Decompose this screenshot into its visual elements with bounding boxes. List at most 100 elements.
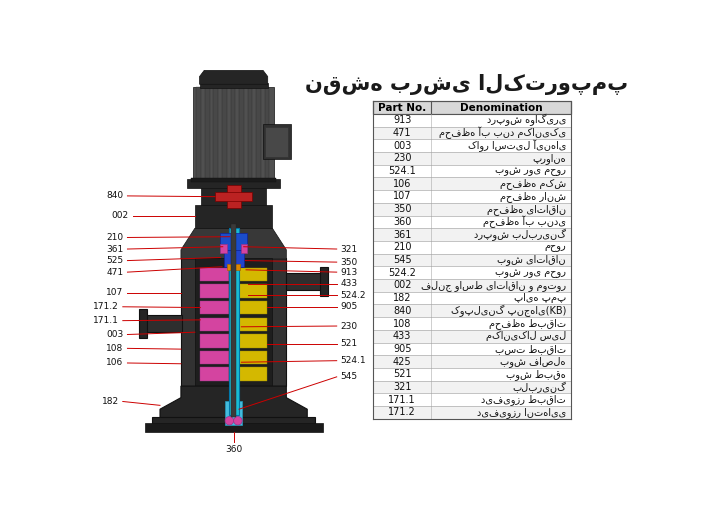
Text: کوپلینگ پنجهای(KB): کوپلینگ پنجهای(KB) — [451, 304, 566, 317]
Text: 350: 350 — [341, 257, 358, 267]
Text: Denomination: Denomination — [460, 103, 542, 112]
Bar — [195, 205, 272, 228]
Bar — [239, 284, 267, 298]
Bar — [200, 351, 229, 364]
Bar — [373, 241, 571, 254]
Ellipse shape — [234, 416, 242, 425]
Text: 171.1: 171.1 — [388, 395, 416, 405]
Text: 002: 002 — [393, 280, 412, 291]
Text: 210: 210 — [106, 233, 123, 242]
Text: فلنج واسط یاتاقان و موتور: فلنج واسط یاتاقان و موتور — [421, 280, 566, 291]
Text: درپوش هواگیری: درپوش هواگیری — [487, 114, 566, 126]
Bar — [239, 268, 267, 281]
Text: 840: 840 — [393, 306, 412, 316]
Bar — [200, 317, 229, 331]
Bar — [229, 266, 239, 283]
Text: بلبرینگ: بلبرینگ — [512, 381, 566, 393]
Bar — [373, 152, 571, 165]
Text: 361: 361 — [106, 245, 123, 253]
Text: 106: 106 — [393, 179, 412, 189]
Bar — [220, 233, 247, 250]
Text: 106: 106 — [106, 359, 123, 367]
Bar — [214, 87, 218, 182]
Text: 524.2: 524.2 — [388, 268, 416, 278]
Text: 108: 108 — [106, 344, 123, 353]
Text: کاور استیل آینهای: کاور استیل آینهای — [468, 139, 566, 152]
Text: 545: 545 — [341, 373, 357, 381]
Text: 433: 433 — [341, 279, 357, 288]
Bar — [265, 126, 288, 157]
Bar — [373, 190, 571, 203]
Text: 321: 321 — [341, 245, 357, 253]
Bar — [200, 268, 229, 281]
Text: 913: 913 — [393, 115, 412, 125]
Text: 230: 230 — [393, 153, 412, 164]
Text: 360: 360 — [225, 445, 243, 454]
Bar — [200, 284, 229, 298]
Bar — [205, 87, 209, 182]
Text: بوش یاتاقان: بوش یاتاقان — [497, 254, 566, 265]
Bar — [373, 393, 571, 406]
Bar — [256, 87, 261, 182]
Text: پایه پمپ: پایه پمپ — [514, 293, 566, 303]
Text: 321: 321 — [393, 382, 412, 392]
Bar — [373, 165, 571, 178]
Text: Part No.: Part No. — [378, 103, 426, 112]
Bar — [373, 317, 571, 330]
Text: 524.1: 524.1 — [341, 356, 366, 365]
Bar — [225, 401, 242, 425]
Bar — [187, 179, 280, 188]
Bar — [239, 317, 267, 331]
Bar — [239, 301, 267, 314]
Text: 524.1: 524.1 — [388, 166, 416, 176]
Bar — [373, 356, 571, 368]
Text: محفظه یاتاقان: محفظه یاتاقان — [487, 204, 566, 215]
Bar — [373, 292, 571, 304]
Bar — [373, 139, 571, 152]
Text: 361: 361 — [393, 230, 412, 239]
Bar — [373, 279, 571, 292]
Bar — [200, 367, 229, 381]
Text: 107: 107 — [393, 191, 412, 201]
Bar — [373, 178, 571, 190]
Bar — [263, 123, 291, 159]
Bar — [239, 87, 244, 182]
Text: 108: 108 — [393, 318, 412, 329]
Text: 107: 107 — [106, 288, 123, 297]
Text: 210: 210 — [393, 243, 412, 252]
Text: 230: 230 — [341, 321, 357, 331]
Text: بوش فاصله: بوش فاصله — [500, 356, 566, 367]
Bar — [220, 244, 227, 253]
Text: پروانه: پروانه — [532, 153, 566, 164]
Text: 905: 905 — [341, 302, 358, 311]
Bar — [181, 257, 287, 386]
Bar — [229, 333, 239, 349]
Text: دیفیوزر طبقات: دیفیوزر طبقات — [482, 394, 566, 405]
Bar — [373, 381, 571, 393]
Bar — [373, 368, 571, 381]
Polygon shape — [181, 228, 287, 259]
Text: 171.1: 171.1 — [93, 316, 119, 325]
Bar — [195, 257, 272, 386]
Bar — [229, 349, 239, 366]
Bar — [240, 244, 247, 253]
Bar — [191, 178, 277, 182]
Bar — [265, 87, 269, 182]
Bar — [373, 203, 571, 216]
Bar — [200, 301, 229, 314]
Bar — [373, 266, 571, 279]
Text: 905: 905 — [393, 344, 412, 354]
Text: 433: 433 — [393, 331, 412, 341]
Bar — [373, 254, 571, 266]
Bar — [152, 417, 315, 425]
Bar — [373, 406, 571, 419]
Text: 182: 182 — [393, 293, 412, 303]
Text: 471: 471 — [106, 268, 123, 277]
Text: مکانیکال سیل: مکانیکال سیل — [486, 331, 566, 341]
Bar — [227, 264, 240, 270]
Text: محور: محور — [544, 243, 566, 252]
Text: 525: 525 — [106, 256, 123, 265]
Text: بوش روی محور: بوش روی محور — [495, 268, 566, 278]
Text: 840: 840 — [106, 191, 123, 200]
Text: 521: 521 — [341, 339, 357, 348]
